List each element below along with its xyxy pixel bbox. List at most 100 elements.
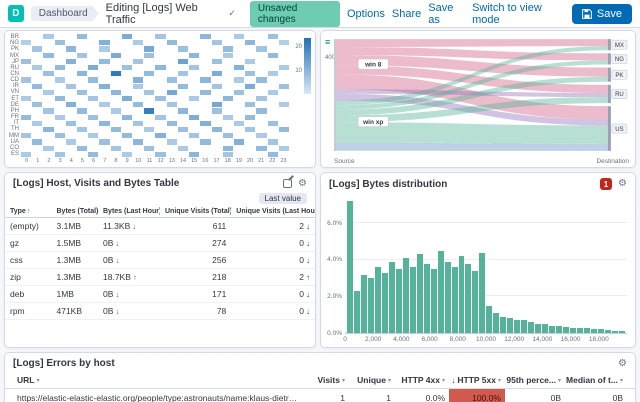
column-header-visits[interactable]: Visits ▾: [303, 372, 349, 388]
heatmap-cell: [278, 133, 289, 139]
panel-edit-icon[interactable]: [283, 175, 294, 188]
histogram-bar: [374, 267, 381, 333]
heatmap-cell: [256, 77, 267, 83]
histogram-bar: [479, 252, 486, 333]
heatmap-cell: [233, 89, 245, 95]
value: 11.3KB: [103, 221, 131, 231]
heatmap-chart[interactable]: BR NG PK MX JP RU CN CD IR VN ET DE PH FR IT TH MM UA CO ES…: [5, 31, 315, 167]
heatmap-cell: [88, 114, 99, 120]
heatmap-cell: [77, 108, 88, 114]
column-header-median-of-t-[interactable]: Median of t... ▾: [565, 372, 627, 388]
sankey-destination-chip: [611, 54, 628, 64]
alert-count-badge[interactable]: 1: [600, 178, 613, 190]
heatmap-cell: [245, 46, 256, 52]
heatmap-cell: [166, 89, 177, 95]
sankey-destination-label: NG: [615, 57, 624, 63]
heatmap-cell: [54, 120, 65, 126]
heatmap-cell: [177, 133, 189, 139]
column-header-bytes-last-hour-[interactable]: Bytes (Last Hour): [98, 206, 160, 218]
cell-unique-visits-total: 256: [160, 251, 232, 269]
heatmap-cell: [200, 71, 211, 77]
heatmap-cell: [245, 64, 256, 71]
heatmap-cell: [43, 46, 54, 52]
heatmap-cell: [166, 133, 177, 139]
gear-icon[interactable]: ⚙: [298, 177, 307, 189]
heatmap-cell: [256, 108, 267, 114]
column-header-95th-perce-[interactable]: 95th perce... ▾: [505, 372, 565, 388]
sankey-destination-node: [607, 53, 611, 65]
cell-unique: 1: [386, 393, 391, 402]
breadcrumb-dashboard[interactable]: Dashboard: [31, 6, 99, 21]
column-header-unique-visits-total-[interactable]: Unique Visits (Total): [160, 206, 232, 218]
heatmap-cell: [222, 133, 233, 139]
column-header-type[interactable]: Type↑: [5, 206, 52, 218]
options-menu-item[interactable]: Options: [347, 7, 385, 20]
legend-toggle-icon[interactable]: ≡: [325, 37, 331, 47]
save-as-menu-item[interactable]: Save as: [428, 1, 454, 26]
heatmap-cell: [144, 46, 155, 52]
column-header-bytes-total-[interactable]: Bytes (Total): [51, 206, 98, 218]
column-header-unique-visits-last-hour-[interactable]: Unique Visits (Last Hour): [231, 206, 315, 218]
panel-header: [Logs] Errors by host ⚙: [5, 353, 635, 372]
column-header-http-5xx[interactable]: ↓ HTTP 5xx ▾: [449, 372, 505, 388]
histogram-bar: [423, 263, 430, 333]
heatmap-cell: [65, 120, 77, 126]
table-row: gz 1.5MB 0B ↓ 274 0 ↓: [5, 234, 315, 252]
edit-title-icon[interactable]: ✓: [228, 8, 236, 18]
gear-icon[interactable]: ⚙: [618, 178, 627, 189]
heatmap-cell: [233, 145, 245, 151]
heatmap-cell: [99, 145, 110, 151]
heatmap-cell: [110, 52, 121, 58]
heatmap-cell: [211, 34, 222, 40]
heatmap-cell: [43, 120, 54, 126]
heatmap-grid[interactable]: [21, 34, 289, 157]
panel-header: [Logs] Host, Visits and Bytes Table ⚙: [5, 173, 315, 192]
panel-actions: ⚙: [618, 357, 627, 369]
heatmap-cell: [222, 77, 233, 83]
heatmap-cell: [65, 71, 77, 77]
heatmap-cell: [110, 151, 121, 157]
share-menu-item[interactable]: Share: [391, 7, 422, 20]
gear-icon[interactable]: ⚙: [618, 357, 627, 369]
cell-bytes-total: 1MB: [51, 285, 98, 303]
column-menu-icon: ▾: [619, 377, 623, 384]
panel-errors-by-host[interactable]: [Logs] Errors by host ⚙ URL ▾ Visits ▾ Uniqu…: [4, 352, 636, 402]
column-header-http-4xx[interactable]: HTTP 4xx ▾: [395, 372, 449, 388]
heatmap-x-label: 10: [135, 158, 142, 164]
heatmap-cell: [200, 89, 211, 95]
histogram-bars[interactable]: [345, 196, 627, 333]
heatmap-cell: [189, 34, 200, 40]
sankey-chart[interactable]: MX NG PK RU US win 8 win xp: [334, 35, 628, 155]
heatmap-cell: [211, 126, 222, 133]
column-header-unique[interactable]: Unique ▾: [349, 372, 395, 388]
panel-title[interactable]: [Logs] Host, Visits and Bytes Table: [13, 178, 180, 189]
histogram-bar: [583, 328, 590, 333]
cell-type: css: [5, 251, 52, 269]
heatmap-cell: [65, 133, 77, 139]
sankey-flow: [336, 60, 608, 110]
heatmap-cell: [256, 71, 267, 77]
column-header-url[interactable]: URL ▾: [13, 372, 303, 388]
panel-bytes-distribution[interactable]: [Logs] Bytes distribution 1 ⚙ 6.0% 4.0% 2.…: [320, 172, 636, 348]
heatmap-y-label: FR: [11, 114, 19, 121]
panel-host-visits-bytes-table[interactable]: [Logs] Host, Visits and Bytes Table ⚙ La…: [4, 172, 316, 348]
heatmap-cell: [245, 139, 256, 145]
heatmap-cell: [21, 120, 32, 126]
heatmap-cell: [155, 77, 166, 83]
heatmap-cell: [200, 52, 211, 58]
heatmap-cell: [121, 83, 133, 89]
heatmap-cell: [88, 126, 99, 133]
app-logo[interactable]: D: [8, 5, 24, 22]
heatmap-cell: [166, 77, 177, 83]
panel-source-destination-sankey[interactable]: ≡ 400 MX NG PK RU US win 8 win xp Source Desti…: [320, 30, 636, 168]
histogram-bar: [402, 258, 409, 333]
bytes-histogram[interactable]: 6.0% 4.0% 2.0% 0.0% 0 2,000 4,000 6,000 8,000 10…: [321, 193, 635, 344]
panel-heatmap[interactable]: BR NG PK MX JP RU CN CD IR VN ET DE PH FR IT TH MM UA CO ES…: [4, 30, 316, 168]
x-axis-label: 10,000: [476, 336, 496, 343]
save-button[interactable]: Save: [571, 3, 632, 24]
panel-title[interactable]: [Logs] Errors by host: [13, 358, 115, 369]
switch-to-view-mode-item[interactable]: Switch to view mode: [472, 1, 542, 26]
panel-title[interactable]: [Logs] Bytes distribution: [329, 178, 448, 190]
heatmap-cell: [77, 95, 88, 102]
column-menu-icon: ▾: [387, 377, 391, 384]
